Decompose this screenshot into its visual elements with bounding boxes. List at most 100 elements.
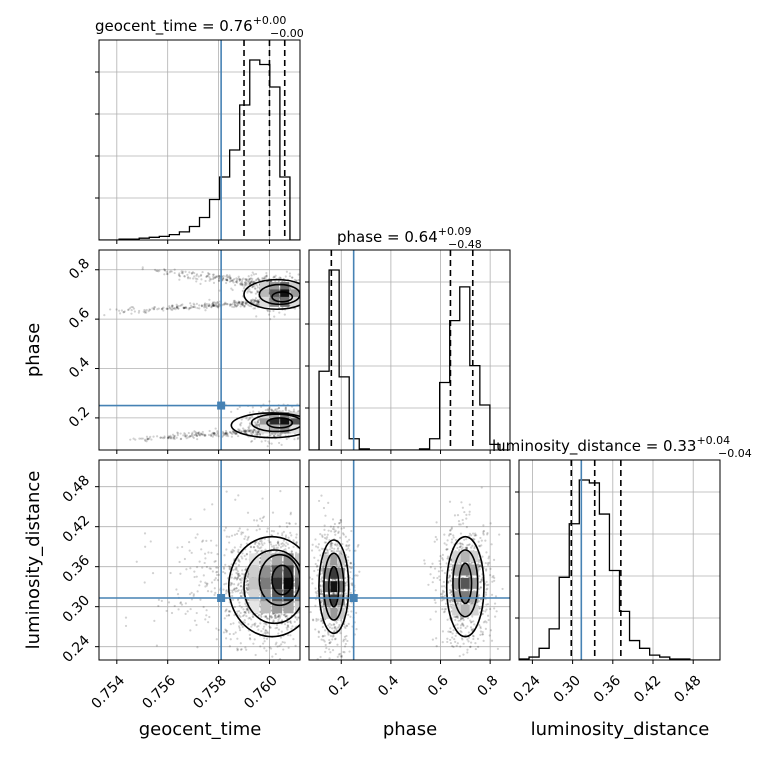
panel-luminosity-distance-vs-geocent-time-sample <box>278 644 281 647</box>
panel-phase-vs-geocent-time-sample <box>157 307 160 310</box>
panel-phase-vs-geocent-time-sample <box>246 291 249 294</box>
panel-phase-vs-geocent-time-sample <box>254 299 257 302</box>
panel-luminosity-distance-vs-geocent-time-sample <box>231 589 234 592</box>
panel-phase-vs-geocent-time-density-cell <box>270 424 280 434</box>
panel-luminosity-distance-vs-geocent-time-sample <box>245 552 249 556</box>
panel-luminosity-distance-vs-geocent-time-sample <box>262 627 265 630</box>
panel-luminosity-distance-vs-geocent-time-sample <box>303 610 305 612</box>
panel-luminosity-distance-vs-geocent-time-sample <box>196 590 199 593</box>
panel-phase-vs-geocent-time-sample <box>248 417 251 421</box>
panel-luminosity-distance-vs-geocent-time-sample <box>273 547 276 550</box>
panel-luminosity-distance-vs-phase-sample <box>451 632 454 635</box>
panel-phase-vs-geocent-time-sample <box>215 302 218 305</box>
panel-luminosity-distance-vs-geocent-time-sample <box>255 550 259 553</box>
panel-luminosity-distance-vs-phase-sample <box>314 591 317 594</box>
panel-phase-vs-geocent-time-sample <box>248 282 251 285</box>
panel-phase-vs-geocent-time-sample <box>251 271 254 274</box>
panel-luminosity-distance-vs-geocent-time-sample <box>262 515 266 518</box>
panel-luminosity-distance-vs-phase-sample <box>334 529 337 532</box>
hist-phase-frame <box>308 249 511 451</box>
panel-luminosity-distance-vs-phase-sample <box>461 518 464 522</box>
panel-luminosity-distance-vs-geocent-time-sample <box>281 560 285 564</box>
panel-phase-vs-geocent-time-sample <box>280 443 283 446</box>
panel-luminosity-distance-vs-geocent-time-sample <box>236 576 239 579</box>
panel-luminosity-distance-vs-geocent-time-sample <box>189 629 192 632</box>
panel-phase-vs-geocent-time-sample <box>225 278 229 282</box>
panel-luminosity-distance-vs-phase-sample <box>493 579 496 582</box>
panel-phase-vs-geocent-time-sample <box>243 281 247 284</box>
panel-luminosity-distance-vs-geocent-time-sample <box>240 533 243 536</box>
panel-phase-vs-geocent-time-sample <box>241 280 244 283</box>
panel-phase-vs-geocent-time-sample <box>244 277 248 281</box>
panel-luminosity-distance-vs-geocent-time-sample <box>233 583 236 586</box>
panel-phase-vs-geocent-time-sample <box>205 306 208 310</box>
panel-luminosity-distance-vs-phase-sample <box>478 600 481 603</box>
panel-luminosity-distance-vs-phase-sample <box>327 633 330 636</box>
panel-phase-vs-geocent-time-sample <box>241 302 244 305</box>
panel-phase-vs-geocent-time-sample <box>235 305 238 308</box>
panel-luminosity-distance-vs-phase-sample <box>485 584 488 587</box>
panel-luminosity-distance-vs-phase-sample <box>319 593 322 596</box>
panel-phase-vs-geocent-time-sample <box>166 436 170 439</box>
panel-luminosity-distance-vs-phase-sample <box>449 627 452 630</box>
panel-luminosity-distance-vs-phase-sample <box>474 641 477 645</box>
panel-luminosity-distance-vs-geocent-time-density-cell <box>283 589 294 602</box>
panel-luminosity-distance-vs-geocent-time-sample <box>289 620 292 623</box>
panel-luminosity-distance-vs-geocent-time-sample <box>229 610 232 613</box>
panel-luminosity-distance-vs-phase-sample <box>347 545 350 548</box>
panel-luminosity-distance-vs-phase-sample <box>332 525 335 529</box>
panel-luminosity-distance-vs-geocent-time-sample <box>227 610 231 613</box>
panel-luminosity-distance-vs-geocent-time-sample <box>242 667 244 669</box>
panel-phase-vs-geocent-time-sample <box>229 277 232 280</box>
panel-luminosity-distance-vs-phase-sample <box>314 628 317 631</box>
panel-luminosity-distance-vs-phase-sample <box>349 591 353 595</box>
panel-luminosity-distance-vs-phase-sample <box>324 514 327 517</box>
panel-phase-vs-geocent-time-sample <box>217 306 220 309</box>
panel-luminosity-distance-vs-geocent-time-sample <box>266 617 269 620</box>
panel-luminosity-distance-vs-phase-sample <box>349 615 352 618</box>
panel-luminosity-distance-vs-phase-sample <box>356 545 359 548</box>
panel-luminosity-distance-vs-geocent-time-sample <box>167 601 171 604</box>
panel-phase-vs-geocent-time-sample <box>199 274 202 277</box>
panel-luminosity-distance-vs-geocent-time-sample <box>290 534 293 537</box>
panel-luminosity-distance-vs-geocent-time-sample <box>274 614 277 617</box>
panel-luminosity-distance-vs-geocent-time-sample <box>237 559 240 562</box>
hist-geocent-time-bars <box>99 40 300 240</box>
panel-phase-vs-geocent-time-sample <box>243 304 246 307</box>
panel-luminosity-distance-vs-geocent-time-sample <box>236 584 240 587</box>
panel-luminosity-distance-vs-phase-sample <box>319 554 322 557</box>
panel-luminosity-distance-vs-geocent-time-sample <box>301 589 303 591</box>
panel-phase-vs-geocent-time-sample <box>194 277 197 280</box>
panel-phase-vs-geocent-time-sample <box>234 305 237 308</box>
panel-luminosity-distance-vs-geocent-time-sample <box>270 587 273 590</box>
panel-phase-vs-geocent-time-sample <box>305 417 307 419</box>
panel-phase-vs-geocent-time-sample <box>210 433 213 436</box>
panel-luminosity-distance-vs-geocent-time-sample <box>283 613 286 617</box>
panel-phase-vs-geocent-time-sample <box>225 273 229 277</box>
panel-luminosity-distance-vs-geocent-time-sample <box>303 610 305 612</box>
panel-phase-vs-geocent-time-sample <box>224 432 227 435</box>
panel-luminosity-distance-vs-geocent-time-sample <box>229 581 232 584</box>
panel-phase-vs-geocent-time-sample <box>243 281 247 284</box>
panel-phase-vs-geocent-time-sample <box>249 291 253 294</box>
panel-luminosity-distance-vs-geocent-time-sample <box>237 589 240 592</box>
panel-luminosity-distance-vs-phase-sample <box>346 639 349 643</box>
panel-phase-vs-geocent-time-sample <box>197 275 200 278</box>
panel-phase-vs-geocent-time-sample <box>192 302 195 305</box>
panel-phase-vs-geocent-time-sample <box>279 277 282 280</box>
panel-luminosity-distance-vs-geocent-time-sample <box>170 611 174 615</box>
panel-luminosity-distance-vs-phase-sample <box>326 533 329 536</box>
panel-luminosity-distance-vs-phase-sample <box>482 530 485 533</box>
panel-phase-vs-geocent-time-sample <box>178 274 181 277</box>
panel-luminosity-distance-vs-phase-sample <box>347 613 350 616</box>
panel-phase-vs-geocent-time-sample <box>166 436 169 440</box>
panel-luminosity-distance-vs-geocent-time-sample <box>244 535 247 538</box>
panel-luminosity-distance-vs-geocent-time-sample <box>263 625 266 628</box>
panel-luminosity-distance-vs-phase-sample <box>479 627 482 630</box>
panel-luminosity-distance-vs-geocent-time-sample <box>257 628 260 631</box>
panel-phase-vs-geocent-time-sample <box>165 270 168 274</box>
panel-luminosity-distance-vs-phase-sample <box>441 641 444 644</box>
panel-luminosity-distance-vs-phase-sample <box>339 518 342 522</box>
panel-luminosity-distance-vs-geocent-time-sample <box>208 567 211 570</box>
panel-luminosity-distance-vs-phase-sample <box>467 636 471 639</box>
